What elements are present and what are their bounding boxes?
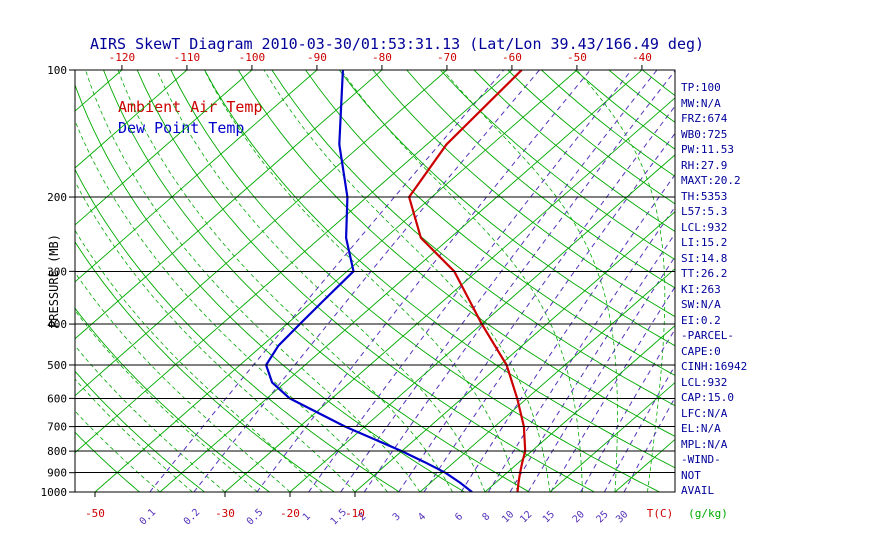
mixing-ratio-tick-label: 25: [595, 509, 611, 525]
bottom-temp-tick-label: -10: [345, 507, 365, 520]
legend-dew-point-temp: Dew Point Temp: [118, 119, 244, 137]
pressure-tick-label: 200: [47, 191, 67, 204]
top-temp-tick-label: -50: [567, 51, 587, 64]
mixing-ratio-tick-label: 12: [518, 509, 534, 525]
pressure-tick-label: 400: [47, 318, 67, 331]
pressure-tick-label: 500: [47, 359, 67, 372]
mixing-ratio-tick-label: 0.2: [182, 507, 203, 528]
pressure-tick-label: 300: [47, 265, 67, 278]
indices-panel: TP:100 MW:N/A FRZ:674 WB0:725 PW:11.53 RH:27.…: [681, 80, 866, 499]
top-temp-tick-label: -120: [109, 51, 136, 64]
top-temp-tick-label: -40: [632, 51, 652, 64]
mixing-ratio-tick-label: 4: [416, 511, 428, 523]
temp-unit-label: T(C): [647, 507, 674, 520]
index-line: WB0:725: [681, 127, 728, 141]
index-line: -WIND-: [681, 453, 721, 466]
top-temp-tick-label: -100: [239, 51, 266, 64]
index-line: FRZ:674: [681, 112, 728, 125]
index-line: LFC:N/A: [681, 406, 728, 420]
pressure-tick-label: 600: [47, 392, 67, 405]
index-line: LI:15.2: [681, 236, 728, 249]
mixing-ratio-tick-label: 2: [356, 511, 368, 523]
top-temp-tick-label: -90: [307, 51, 327, 64]
pressure-tick-label: 700: [47, 421, 67, 434]
index-line: TP:100: [681, 81, 721, 94]
mixing-ratio-tick-label: 15: [541, 509, 557, 525]
index-line: TT:26.2: [681, 267, 728, 280]
mixing-ratio-tick-label: 30: [614, 509, 630, 525]
mixing-ratio-tick-label: 8: [481, 511, 493, 523]
bottom-temp-tick-label: -20: [280, 507, 300, 520]
top-temp-tick-label: -60: [502, 51, 522, 64]
index-line: SI:14.8: [681, 251, 728, 265]
bottom-temp-tick-label: -30: [215, 507, 235, 520]
index-line: NOT: [681, 468, 701, 482]
index-line: KI:263: [681, 282, 721, 296]
index-line: -PARCEL-: [681, 329, 734, 342]
index-line: SW:N/A: [681, 298, 721, 311]
mixing-ratio-tick-label: 20: [571, 509, 587, 525]
mixing-ratio-tick-label: 3: [391, 511, 403, 523]
index-line: CAPE:0: [681, 344, 721, 358]
top-temp-tick-label: -70: [437, 51, 457, 64]
pressure-tick-label: 100: [47, 64, 67, 77]
index-line: RH:27.9: [681, 158, 728, 172]
mixing-ratio-tick-label: 1: [301, 511, 313, 523]
index-line: EI:0.2: [681, 313, 721, 327]
pressure-tick-label: 1000: [41, 486, 68, 499]
index-line: PW:11.53: [681, 143, 734, 156]
index-line: MPL:N/A: [681, 437, 728, 451]
mixing-ratio-tick-label: 0.5: [245, 507, 266, 528]
pressure-tick-label: 900: [47, 467, 67, 480]
index-line: EL:N/A: [681, 422, 721, 435]
page-title: AIRS SkewT Diagram 2010-03-30/01:53:31.1…: [90, 35, 704, 53]
bottom-temp-tick-label: -50: [85, 507, 105, 520]
index-line: LCL:932: [681, 375, 728, 389]
mixing-ratio-tick-label: 6: [453, 511, 465, 523]
index-line: CINH:16942: [681, 360, 748, 373]
index-line: LCL:932: [681, 220, 728, 234]
top-temp-tick-label: -80: [372, 51, 392, 64]
mixing-ratio-tick-label: 0.1: [138, 507, 159, 528]
pressure-tick-label: 800: [47, 445, 67, 458]
mixing-ratio-unit-label: (g/kg): [688, 507, 728, 520]
index-line: CAP:15.0: [681, 391, 734, 404]
index-line: L57:5.3: [681, 205, 728, 218]
mixing-ratio-tick-label: 10: [500, 509, 516, 525]
index-line: TH:5353: [681, 189, 728, 203]
top-temp-tick-label: -110: [174, 51, 201, 64]
index-line: AVAIL: [681, 484, 715, 497]
index-line: MW:N/A: [681, 96, 721, 110]
index-line: MAXT:20.2: [681, 174, 741, 187]
pressure-axis-label: PRESSURE (MB): [47, 234, 61, 328]
ambient-temp-curve: [408, 70, 527, 492]
